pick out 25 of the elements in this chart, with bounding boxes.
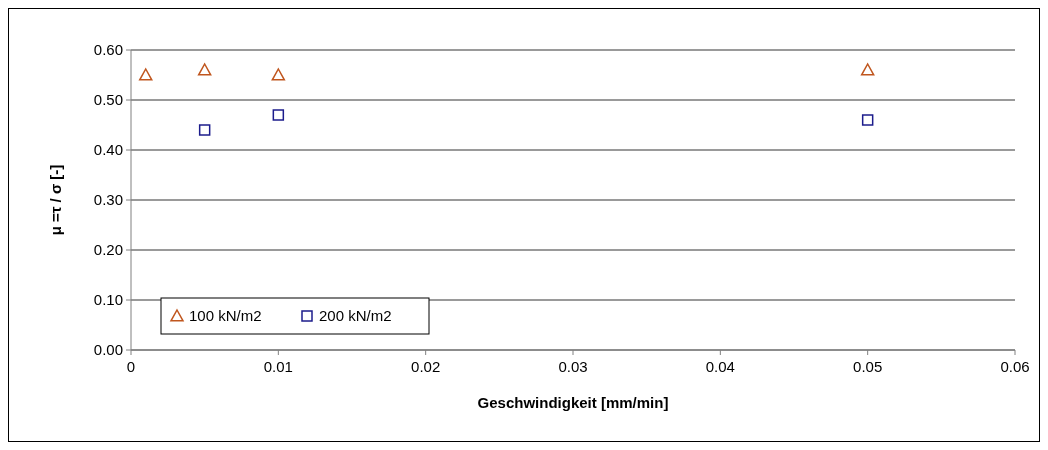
- point: [138, 68, 153, 81]
- x-axis-title: Geschwindigkeit [mm/min]: [477, 394, 669, 411]
- point: [197, 63, 212, 76]
- y-tick-label: 0.00: [93, 341, 123, 359]
- x-tick-label: 0.04: [705, 358, 735, 375]
- x-tick-label: 0.05: [853, 358, 883, 375]
- y-tick-label: 0.30: [93, 191, 123, 209]
- x-tick-label: 0.06: [1000, 358, 1030, 375]
- point: [271, 68, 286, 81]
- y-tick-label: 0.60: [93, 41, 123, 59]
- legend-label: 100 kN/m2: [189, 307, 262, 325]
- x-tick-label: 0.01: [263, 358, 293, 375]
- y-tick-label: 0.50: [93, 91, 123, 109]
- y-tick-label: 0.20: [93, 241, 123, 259]
- x-tick-label: 0.03: [558, 358, 588, 375]
- legend-label: 200 kN/m2: [319, 307, 392, 325]
- point: [272, 109, 285, 121]
- y-axis-title: μ =τ / σ [-]: [47, 164, 64, 236]
- y-tick-label: 0.40: [93, 141, 123, 159]
- point: [861, 114, 874, 126]
- point: [860, 63, 875, 76]
- y-tick-label: 0.10: [93, 291, 123, 309]
- point: [198, 124, 211, 136]
- x-tick-label: 0: [126, 358, 136, 375]
- x-tick-label: 0.02: [411, 358, 441, 375]
